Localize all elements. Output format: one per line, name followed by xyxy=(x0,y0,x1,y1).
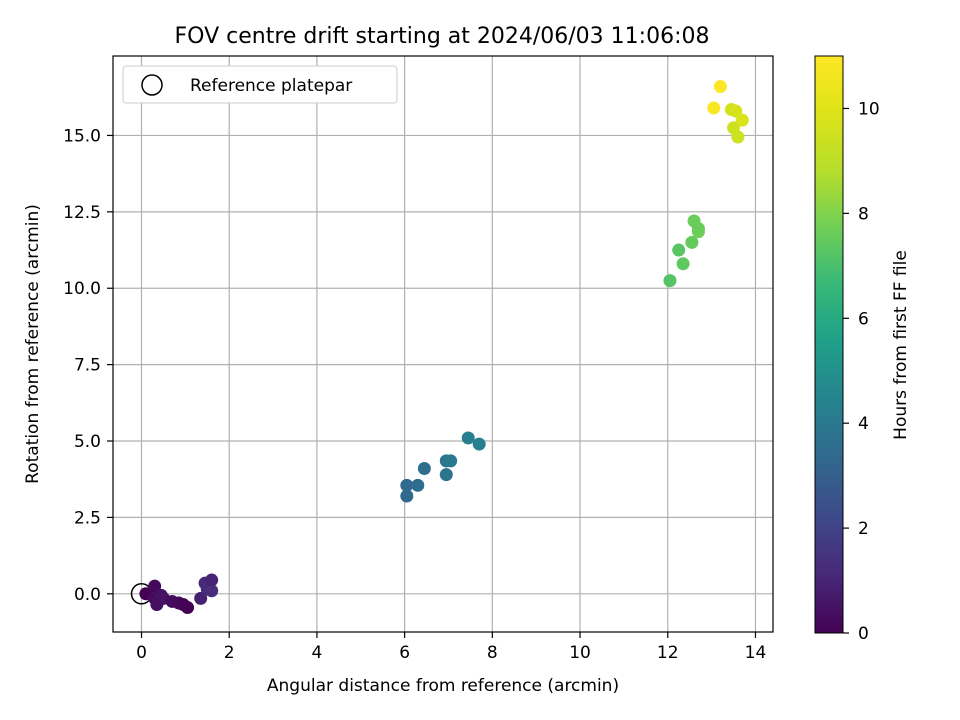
plot-frame xyxy=(112,55,774,633)
scatter-point xyxy=(691,222,705,236)
x-tick-label: 4 xyxy=(312,643,323,663)
x-tick-label: 0 xyxy=(136,643,147,663)
scatter-point xyxy=(685,235,699,249)
scatter-point xyxy=(472,437,486,451)
colorbar-tick-label: 4 xyxy=(858,414,869,434)
colorbar-tick-label: 10 xyxy=(858,99,880,119)
scatter-point xyxy=(181,601,195,615)
scatter-point xyxy=(400,489,414,503)
colorbar-label: Hours from first FF file xyxy=(891,250,911,440)
chart-title: FOV centre drift starting at 2024/06/03 … xyxy=(175,24,710,49)
scatter-point xyxy=(729,104,743,118)
x-tick-label: 8 xyxy=(487,643,498,663)
y-tick-label: 7.5 xyxy=(74,356,101,376)
x-tick-label: 10 xyxy=(569,643,591,663)
scatter-point xyxy=(411,478,425,492)
scatter-point xyxy=(731,130,745,144)
scatter-point xyxy=(417,462,431,476)
x-tick-label: 2 xyxy=(224,643,235,663)
colorbar-tick-label: 6 xyxy=(858,309,869,329)
scatter-point xyxy=(205,573,219,587)
colorbar-gradient xyxy=(814,55,844,634)
x-tick-label: 6 xyxy=(399,643,410,663)
y-tick-label: 2.5 xyxy=(74,508,101,528)
x-axis-ticks: 0 2 4 6 8 10 12 14 xyxy=(136,632,766,663)
y-tick-label: 10.0 xyxy=(63,279,101,299)
scatter-point xyxy=(444,454,458,468)
colorbar-tick-label: 8 xyxy=(858,204,869,224)
scatter-point xyxy=(400,478,414,492)
legend-label: Reference platepar xyxy=(190,76,352,96)
scatter-point xyxy=(735,113,749,127)
y-tick-label: 0.0 xyxy=(74,585,101,605)
y-tick-label: 5.0 xyxy=(74,432,101,452)
colorbar-tick-label: 0 xyxy=(858,624,869,644)
scatter-point xyxy=(713,80,727,94)
scatter-point xyxy=(461,431,475,445)
scatter-point xyxy=(707,101,721,115)
y-tick-label: 12.5 xyxy=(63,203,101,223)
colorbar-tick-label: 2 xyxy=(858,519,869,539)
scatter-point xyxy=(676,257,690,271)
y-tick-label: 15.0 xyxy=(63,126,101,146)
scatter-point xyxy=(205,584,219,598)
x-tick-label: 14 xyxy=(745,643,767,663)
scatter-point xyxy=(148,579,162,593)
data-points xyxy=(130,80,749,615)
y-axis-ticks: 0.0 2.5 5.0 7.5 10.0 12.5 15.0 xyxy=(63,126,113,605)
legend: Reference platepar xyxy=(122,65,398,104)
x-tick-label: 12 xyxy=(657,643,679,663)
scatter-point xyxy=(194,591,208,605)
x-axis-label: Angular distance from reference (arcmin) xyxy=(267,676,619,696)
legend-reference-marker xyxy=(141,74,163,96)
colorbar-ticks: 0 2 4 6 8 10 xyxy=(843,99,880,644)
grid-lines xyxy=(113,56,773,632)
scatter-point xyxy=(672,243,686,257)
scatter-point xyxy=(439,468,453,482)
colorbar: 0 2 4 6 8 10 Hours from first FF file xyxy=(814,55,911,644)
scatter-point xyxy=(663,274,677,288)
y-axis-label: Rotation from reference (arcmin) xyxy=(23,204,43,484)
legend-box xyxy=(122,65,398,104)
